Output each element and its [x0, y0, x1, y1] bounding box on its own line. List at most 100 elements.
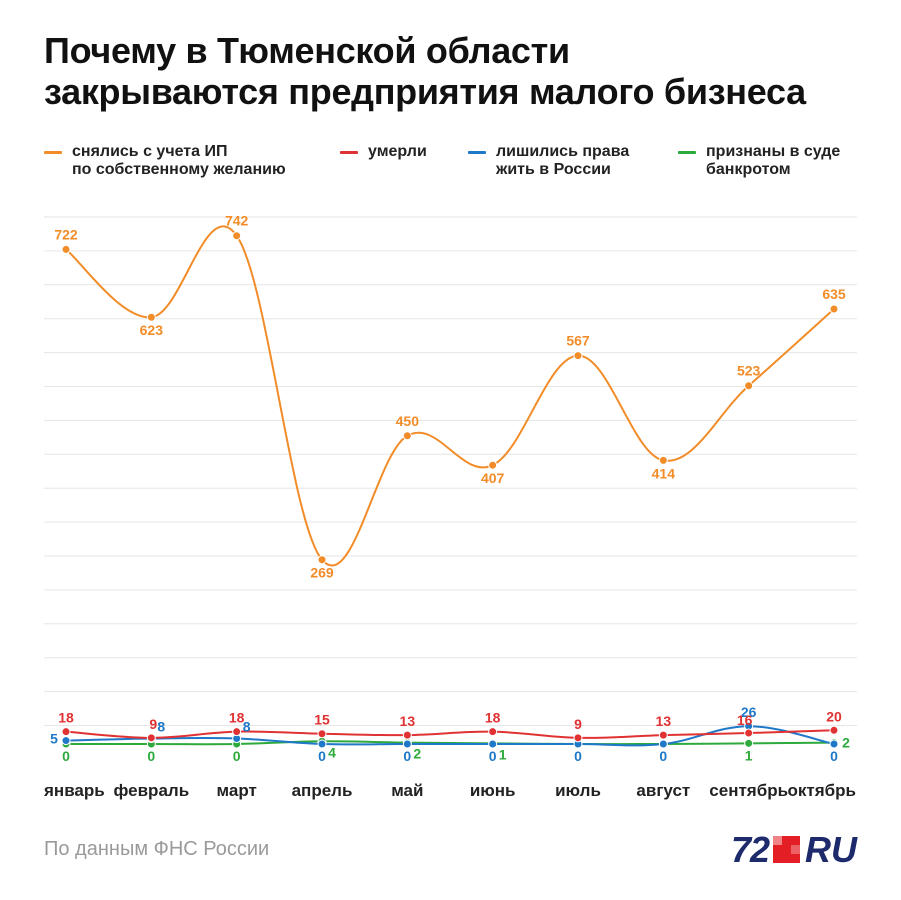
series-2-data-label-0: 5 [50, 731, 58, 747]
x-tick-label-5: июнь [470, 781, 516, 800]
legend: снялись с учета ИП по собственному желан… [0, 143, 901, 183]
series-0-point-3 [317, 555, 327, 565]
series-0-point-6 [573, 351, 583, 361]
series-1-point-9 [829, 725, 839, 735]
legend-label-unregistered-1: снялись с учета ИП [72, 143, 228, 160]
series-3-data-label-8: 1 [745, 747, 753, 763]
series-3-data-label-1: 0 [147, 748, 155, 764]
legend-label-deported-1: лишились права [496, 143, 630, 160]
title-line-1: Почему в Тюменской области [44, 30, 570, 71]
series-0-point-0 [61, 244, 71, 254]
x-tick-label-3: апрель [292, 781, 353, 800]
series-1-data-label-0: 18 [58, 710, 74, 726]
series-3-data-label-2: 0 [233, 748, 241, 764]
logo-square-icon [773, 836, 801, 864]
legend-swatch-died [340, 151, 358, 154]
series-1-point-0 [61, 727, 71, 737]
series-1-point-3 [317, 729, 327, 739]
logo-suffix: RU [805, 829, 857, 870]
series-3-data-label-5: 1 [499, 746, 507, 762]
series-2-point-4 [402, 739, 412, 749]
series-1-data-label-8: 16 [737, 712, 753, 728]
series-2-point-0 [61, 736, 71, 746]
title-line-2: закрываются предприятия малого бизнеса [44, 71, 806, 112]
x-tick-label-1: февраль [114, 781, 190, 800]
series-1-point-8 [744, 728, 754, 738]
series-1-point-2 [232, 727, 242, 737]
series-2-data-label-5: 0 [489, 748, 497, 764]
series-line-0 [65, 225, 835, 567]
series-2-data-label-3: 0 [318, 748, 326, 764]
x-tick-label-4: май [391, 781, 423, 800]
series-3-data-label-0: 0 [62, 748, 70, 764]
legend-item-deported: лишились права жить в России [468, 143, 629, 179]
series-2-point-3 [317, 739, 327, 749]
series-2-point-7 [658, 739, 668, 749]
series-3-data-label-3: 4 [328, 744, 336, 760]
legend-swatch-deported [468, 151, 486, 154]
series-2-data-label-4: 0 [403, 748, 411, 764]
series-0-data-label-5: 407 [481, 470, 505, 486]
legend-label-deported-2: жить в России [496, 161, 611, 178]
series-3-data-label-9: 2 [842, 735, 850, 751]
series-1-data-label-1: 9 [149, 716, 157, 732]
series-1-data-label-3: 15 [314, 712, 330, 728]
series-0-point-1 [146, 312, 156, 322]
series-0-data-label-1: 623 [140, 322, 164, 338]
series-2-data-label-8: 26 [741, 704, 757, 720]
series-0-data-label-7: 414 [652, 465, 676, 481]
series-1-data-label-9: 20 [826, 708, 842, 724]
series-0-point-7 [658, 455, 668, 465]
logo-number: 72 [730, 829, 770, 870]
legend-item-died: умерли [340, 143, 427, 161]
chart-title: Почему в Тюменской области закрываются п… [44, 30, 884, 112]
series-2-data-label-7: 0 [659, 748, 667, 764]
series-0-data-label-0: 722 [54, 226, 78, 242]
x-tick-label-0: январь [43, 781, 105, 800]
series-1-point-1 [146, 733, 156, 743]
series-2-data-label-6: 0 [574, 748, 582, 764]
x-tick-label-6: июль [555, 781, 601, 800]
series-2-point-9 [829, 739, 839, 749]
series-0-point-9 [829, 304, 839, 314]
series-2-data-label-9: 0 [830, 748, 838, 764]
series-0-data-label-8: 523 [737, 363, 761, 379]
series-2-data-label-2: 8 [243, 719, 251, 735]
series-line-1 [65, 729, 835, 739]
legend-label-bankrupt-2: банкротом [706, 161, 791, 178]
series-1-point-6 [573, 733, 583, 743]
logo-72ru: 72 RU [730, 829, 857, 870]
series-0-data-label-2: 742 [225, 213, 249, 229]
legend-label-died: умерли [368, 143, 427, 160]
series-2-data-label-1: 8 [157, 719, 165, 735]
series-1-point-5 [488, 727, 498, 737]
x-tick-label-8: сентябрь [709, 781, 788, 800]
series-0-point-2 [232, 231, 242, 241]
legend-item-bankrupt: признаны в суде банкротом [678, 143, 840, 179]
x-tick-label-2: март [217, 781, 257, 800]
series-1-data-label-5: 18 [485, 710, 501, 726]
source-note: По данным ФНС России [44, 838, 270, 860]
x-tick-label-7: август [636, 781, 690, 800]
series-0-point-4 [402, 431, 412, 441]
series-1-data-label-6: 9 [574, 716, 582, 732]
series-1-data-label-4: 13 [400, 713, 416, 729]
series-2-point-5 [488, 739, 498, 749]
legend-swatch-unregistered [44, 151, 62, 154]
series-1-data-label-7: 13 [656, 713, 672, 729]
legend-swatch-bankrupt [678, 151, 696, 154]
series-1-point-4 [402, 730, 412, 740]
x-tick-label-9: октябрь [788, 781, 856, 800]
series-0-data-label-6: 567 [566, 333, 590, 349]
series-0-point-8 [744, 381, 754, 391]
series-0-data-label-3: 269 [310, 565, 334, 581]
series-1-point-7 [658, 730, 668, 740]
series-0-data-label-9: 635 [822, 286, 846, 302]
legend-item-unregistered: снялись с учета ИП по собственному желан… [44, 143, 286, 179]
legend-label-bankrupt-1: признаны в суде [706, 143, 841, 160]
legend-label-unregistered-2: по собственному желанию [72, 161, 286, 178]
series-3-point-8 [744, 738, 754, 748]
series-3-data-label-4: 2 [413, 746, 421, 762]
series-1-data-label-2: 18 [229, 710, 245, 726]
